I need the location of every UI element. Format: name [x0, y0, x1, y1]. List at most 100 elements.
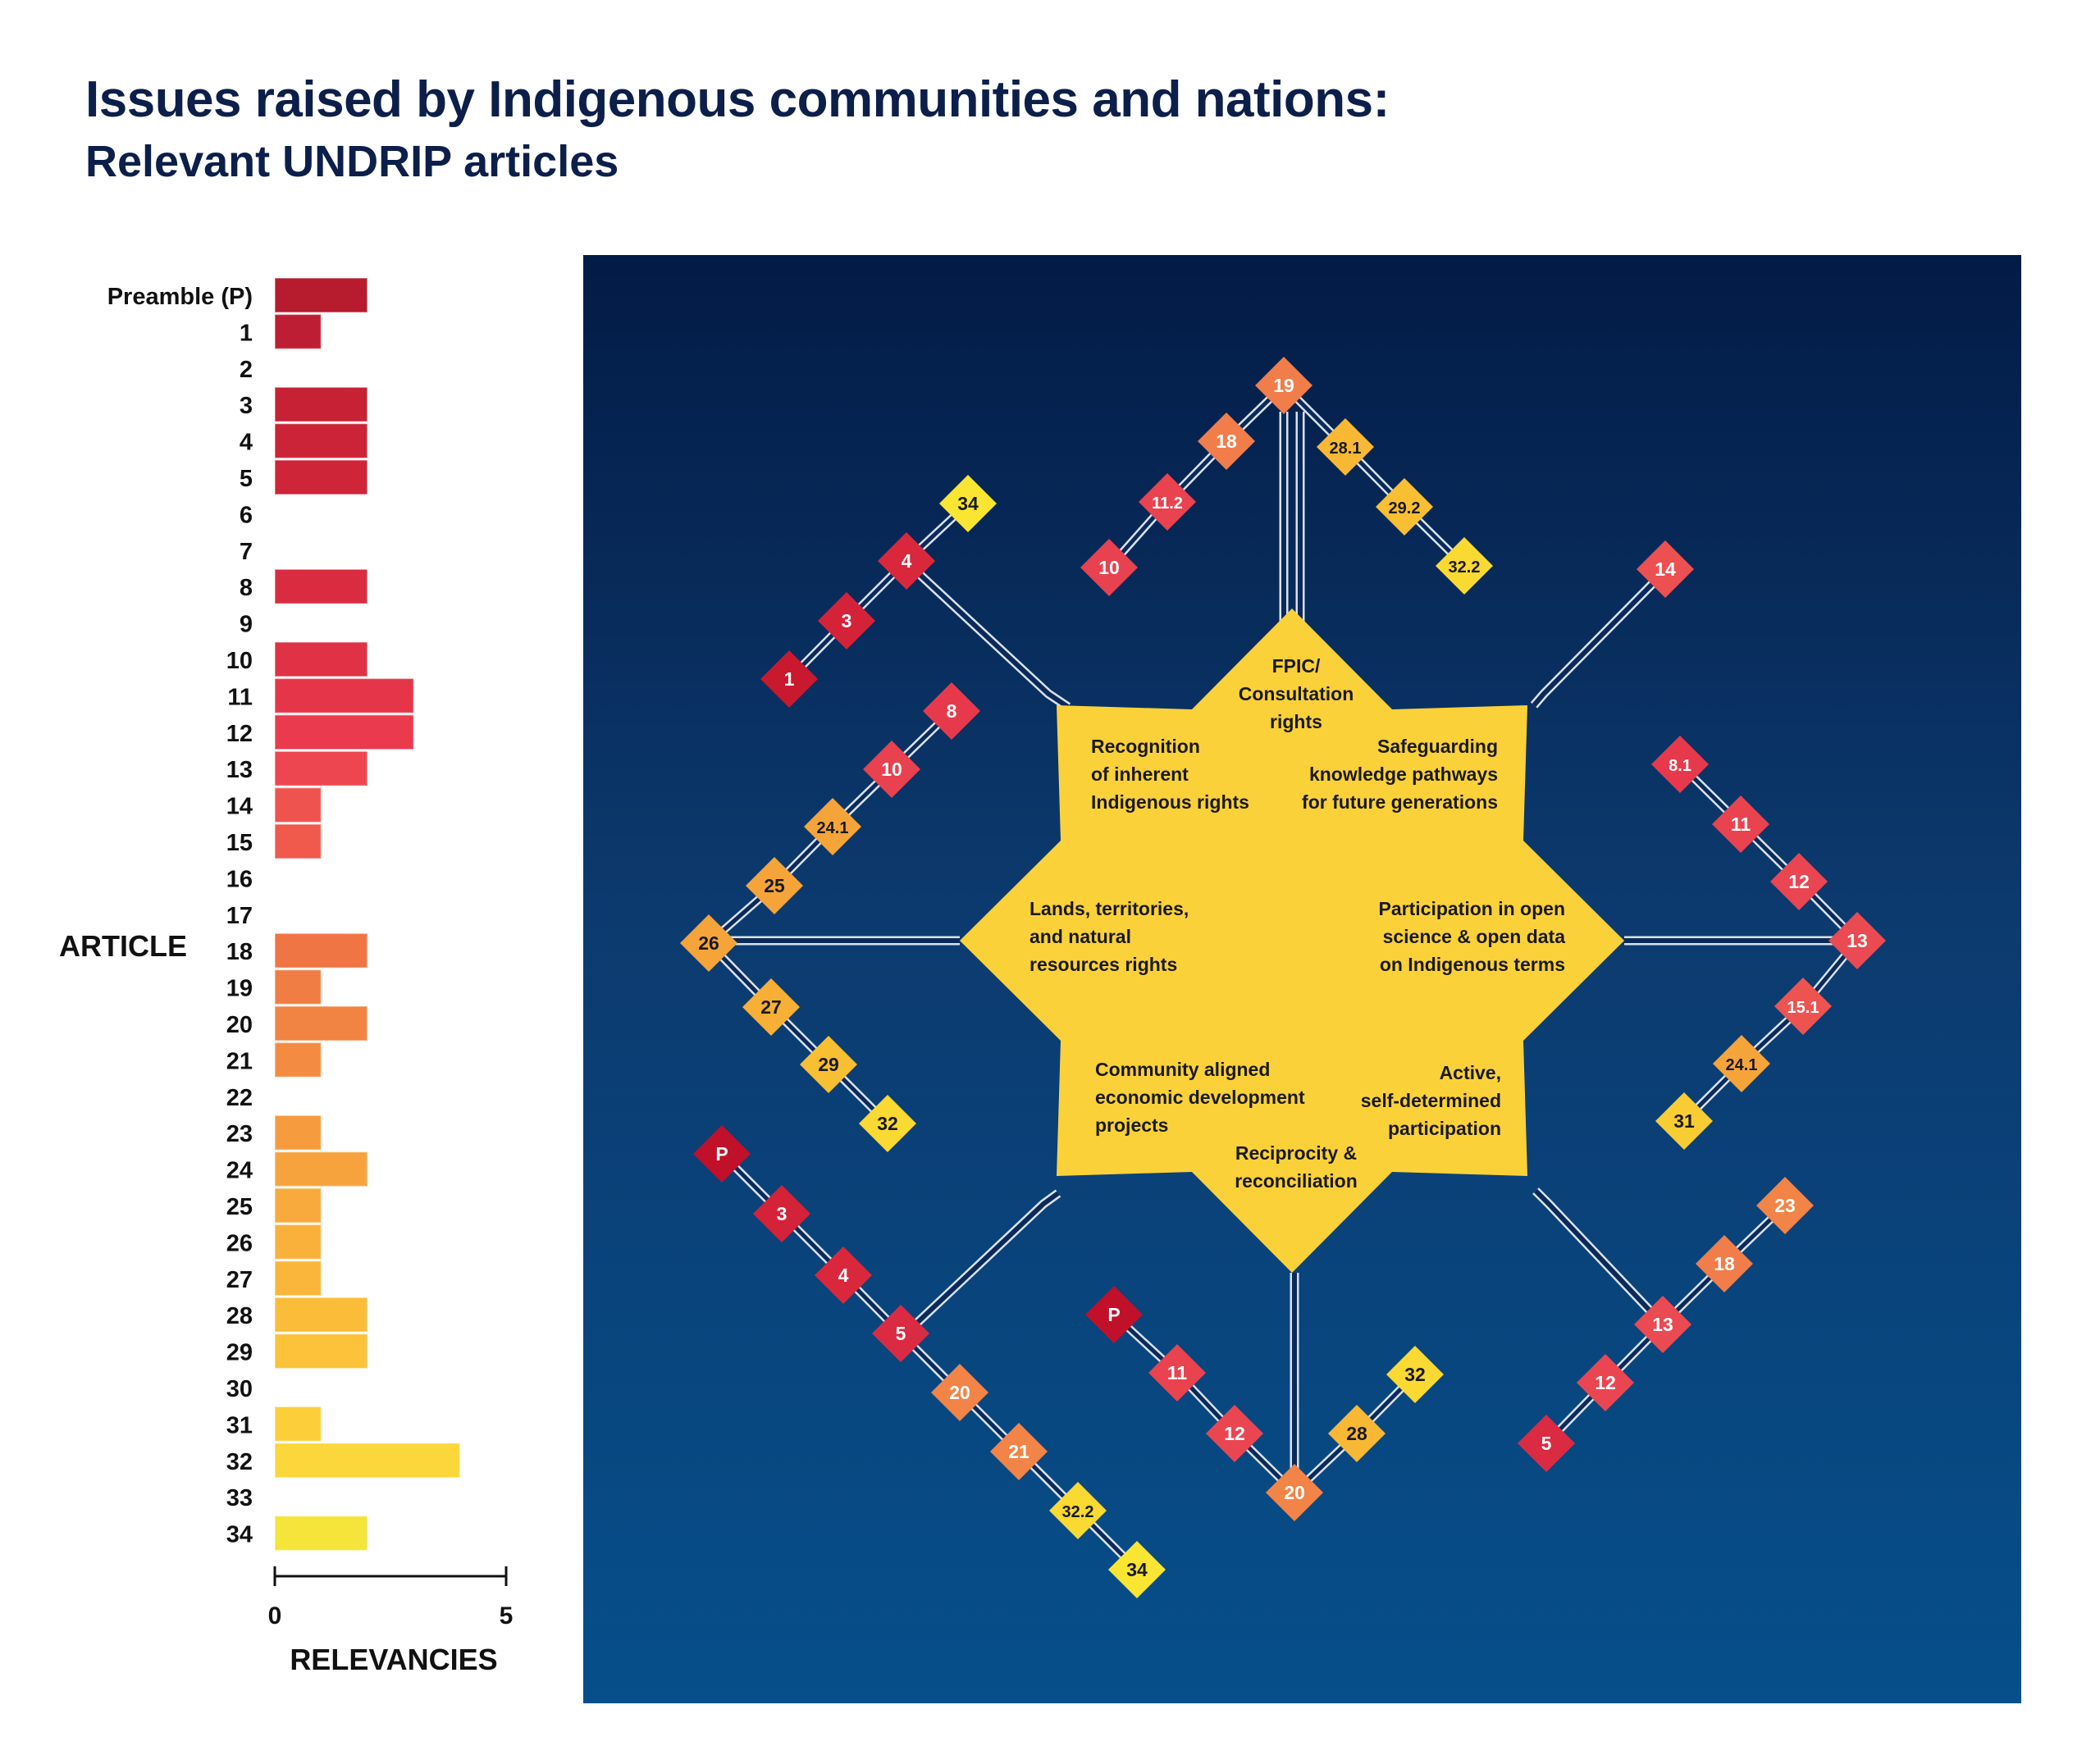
bar — [274, 1005, 368, 1042]
article-node-diamond — [815, 1247, 872, 1304]
article-node: 3 — [818, 592, 875, 650]
article-node-diamond — [746, 857, 803, 914]
article-node-label: 21 — [1008, 1441, 1029, 1462]
article-node-label: 19 — [1273, 375, 1294, 396]
bar-category-label: 16 — [226, 866, 253, 892]
article-node-label: 10 — [881, 759, 902, 780]
bar-category-label: 10 — [226, 648, 253, 674]
article-node: 18 — [1696, 1235, 1753, 1292]
bar — [274, 1260, 322, 1297]
bar — [274, 1443, 461, 1479]
article-node: 1 — [760, 650, 818, 708]
article-node: 24.1 — [804, 798, 861, 855]
theme-label: FPIC/Consultation rights — [1239, 655, 1354, 732]
article-node-diamond — [804, 798, 861, 855]
bar-category-label: 34 — [226, 1522, 253, 1548]
article-node-diamond — [1386, 1346, 1444, 1403]
article-node-label: 1 — [784, 668, 795, 690]
theme-label: Participation in open science & open data… — [1379, 898, 1566, 975]
bar — [274, 750, 368, 786]
bar — [274, 1333, 368, 1370]
article-node-diamond — [1696, 1235, 1753, 1292]
x-tick-label: 5 — [500, 1602, 514, 1630]
bar-category-label: 1 — [240, 320, 253, 346]
article-node-diamond — [939, 475, 997, 532]
article-node-diamond — [1712, 795, 1769, 853]
article-node: 4 — [878, 532, 935, 590]
article-node-label: P — [715, 1143, 728, 1165]
bar — [274, 1297, 368, 1333]
theme-label: Recognition of inherent Indigenous rights — [1091, 736, 1249, 813]
article-node-label: 32 — [877, 1113, 898, 1134]
article-node-diamond — [1655, 1092, 1713, 1150]
bar-category-label: 21 — [226, 1048, 253, 1074]
article-node-label: 10 — [1098, 557, 1120, 578]
article-node-label: 3 — [842, 610, 852, 631]
article-node: 14 — [1637, 540, 1694, 598]
article-node: 23 — [1756, 1177, 1814, 1234]
article-nodes: 191811.21028.129.232.2344311481024.12526… — [680, 357, 1886, 1598]
bar-rows: Preamble (P)1234567891011121314151617181… — [107, 277, 461, 1552]
article-node: 32 — [1386, 1346, 1444, 1403]
article-node-label: 4 — [838, 1265, 849, 1286]
article-node-label: 32 — [1404, 1364, 1426, 1385]
article-node-label: P — [1107, 1304, 1120, 1325]
bar-category-label: 32 — [226, 1449, 253, 1475]
article-node-label: 32.2 — [1062, 1503, 1094, 1521]
bar-category-label: 17 — [226, 903, 253, 929]
bar — [274, 459, 368, 495]
article-node-diamond — [680, 914, 737, 972]
bar-category-label: 4 — [240, 430, 253, 456]
article-node-label: 31 — [1673, 1110, 1695, 1132]
article-node: 8 — [923, 682, 980, 740]
article-node-label: 28 — [1346, 1423, 1367, 1444]
article-node-label: 8.1 — [1669, 757, 1691, 775]
article-node-diamond — [1756, 1177, 1814, 1234]
bar — [274, 386, 368, 422]
theme-label: Reciprocity & reconciliation — [1235, 1142, 1358, 1192]
article-node: 20 — [1266, 1464, 1323, 1521]
bar-category-label: 6 — [240, 502, 253, 528]
article-node: 25 — [746, 857, 803, 914]
bar — [274, 568, 368, 604]
article-node: 28 — [1328, 1405, 1386, 1462]
x-axis: 0 5 RELEVANCIES — [268, 1566, 514, 1676]
article-node-label: 11.2 — [1152, 495, 1183, 513]
article-node-label: 13 — [1847, 930, 1868, 951]
article-node: 4 — [815, 1247, 872, 1304]
bar — [274, 786, 322, 823]
article-node: 13 — [1828, 912, 1886, 969]
article-node-diamond — [1770, 853, 1828, 910]
article-node-diamond — [1206, 1405, 1263, 1462]
bar — [274, 1406, 322, 1443]
article-node-label: 24.1 — [817, 819, 849, 837]
bar — [274, 641, 368, 677]
article-node-diamond — [990, 1423, 1048, 1480]
article-node: 31 — [1655, 1092, 1713, 1150]
article-node-label: 4 — [902, 550, 912, 572]
article-node-diamond — [1080, 539, 1138, 596]
article-node-diamond — [1148, 1344, 1206, 1402]
article-node-diamond — [1085, 1286, 1143, 1343]
bar-category-label: 15 — [226, 830, 253, 856]
article-node-diamond — [1317, 418, 1374, 476]
article-node-label: 11 — [1167, 1362, 1188, 1383]
article-node-diamond — [1637, 540, 1694, 598]
theme-label: Community aligned economic development pro… — [1095, 1059, 1305, 1136]
article-node-diamond — [1436, 537, 1493, 595]
article-node: 28.1 — [1317, 418, 1374, 476]
bar-category-label: 12 — [226, 721, 253, 747]
article-node: 13 — [1634, 1296, 1691, 1353]
article-node-label: 12 — [1224, 1423, 1245, 1444]
article-node: 19 — [1255, 357, 1312, 414]
article-node-label: 13 — [1652, 1314, 1673, 1335]
bar-category-label: 24 — [226, 1158, 253, 1184]
bar-category-label: 8 — [240, 575, 253, 601]
bar-category-label: 11 — [227, 684, 253, 710]
article-node-label: 28.1 — [1330, 440, 1362, 458]
article-node-diamond — [1328, 1405, 1386, 1462]
article-node: 34 — [939, 475, 997, 532]
article-node-label: 11 — [1731, 814, 1751, 835]
article-node-diamond — [1108, 1541, 1166, 1598]
